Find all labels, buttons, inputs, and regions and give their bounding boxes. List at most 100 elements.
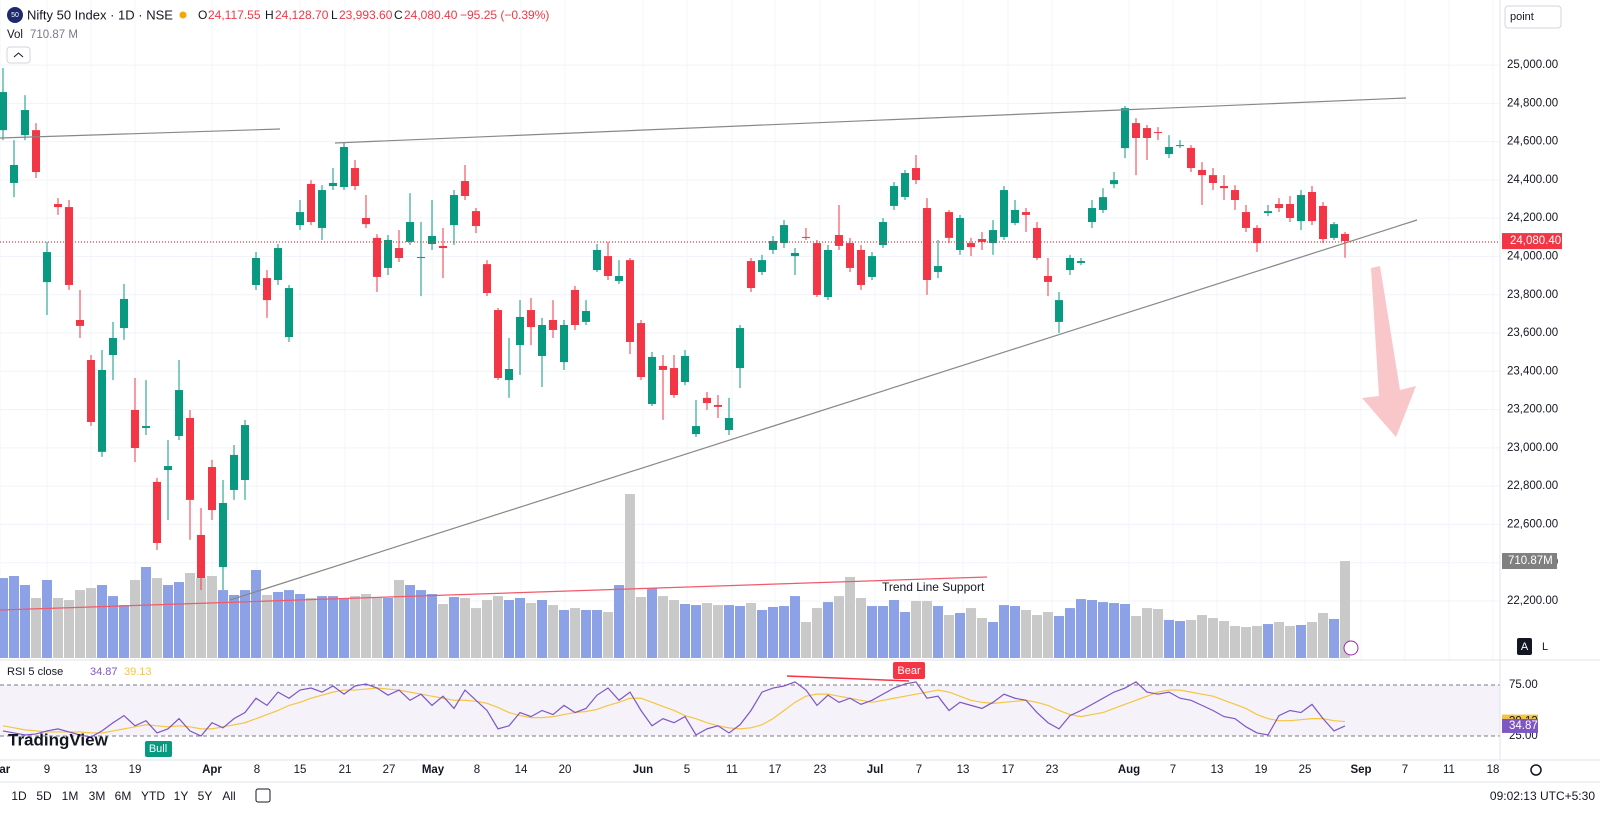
volume-bar bbox=[999, 605, 1009, 658]
log-button[interactable]: L bbox=[1542, 641, 1548, 653]
rsi-ma-line bbox=[2, 687, 1346, 734]
candle-body bbox=[967, 243, 975, 248]
volume-bar bbox=[1054, 615, 1064, 658]
range-button[interactable]: 6M bbox=[115, 789, 132, 803]
range-button[interactable]: 5Y bbox=[198, 789, 213, 803]
volume-bar bbox=[482, 600, 492, 658]
candle-body bbox=[615, 275, 623, 281]
ohlc-value: 23,993.60 bbox=[339, 8, 393, 22]
calendar-icon[interactable] bbox=[255, 788, 271, 803]
volume-bar bbox=[933, 606, 943, 658]
range-button[interactable]: YTD bbox=[141, 789, 165, 803]
symbol-title[interactable]: Nifty 50 Index · 1D · NSE bbox=[27, 7, 173, 22]
volume-bar bbox=[614, 585, 624, 658]
volume-bar bbox=[944, 615, 954, 658]
candle-body bbox=[703, 397, 711, 404]
candle-body bbox=[593, 249, 601, 271]
candle-body bbox=[945, 212, 953, 238]
bull-text: Bull bbox=[149, 743, 167, 755]
candle-body bbox=[956, 217, 964, 250]
volume-bar bbox=[801, 621, 811, 658]
y-tick-label: 23,600.00 bbox=[1507, 327, 1558, 339]
volume-bar bbox=[1164, 619, 1174, 658]
settings-icon[interactable] bbox=[1530, 764, 1542, 776]
candle-body bbox=[989, 230, 997, 244]
volume-bar bbox=[834, 596, 844, 658]
event-icon[interactable] bbox=[1343, 640, 1359, 656]
range-button[interactable]: 1D bbox=[11, 789, 27, 803]
x-tick-label: 13 bbox=[85, 764, 98, 776]
candle-body bbox=[1286, 204, 1294, 218]
y-tick-label: 24,400.00 bbox=[1507, 174, 1558, 186]
volume-bar bbox=[1263, 624, 1273, 658]
x-tick-label: 21 bbox=[339, 764, 352, 776]
candle-body bbox=[1066, 257, 1074, 271]
volume-bar bbox=[1120, 603, 1130, 658]
y-tick-label: 23,000.00 bbox=[1507, 442, 1558, 454]
candle-body bbox=[263, 278, 271, 301]
volume-bar bbox=[988, 621, 998, 658]
candle-body bbox=[769, 240, 777, 250]
y-tick-label: 25,000.00 bbox=[1507, 59, 1558, 71]
volume-bar bbox=[878, 606, 888, 658]
volume-bar bbox=[141, 567, 151, 658]
volume-bar bbox=[1098, 602, 1108, 658]
candle-body bbox=[901, 173, 909, 197]
candle-body bbox=[1121, 108, 1129, 149]
trend-line bbox=[0, 576, 988, 611]
volume-bar bbox=[427, 594, 437, 658]
volume-bar bbox=[515, 597, 525, 658]
volume-bar bbox=[108, 596, 118, 658]
candle-body bbox=[758, 260, 766, 272]
y-tick-label: 22,200.00 bbox=[1507, 595, 1558, 607]
volume-bar bbox=[1274, 621, 1284, 658]
candle-body bbox=[1275, 204, 1283, 209]
volume-bar bbox=[394, 579, 404, 658]
candle-body bbox=[1242, 212, 1250, 228]
x-tick-label: 23 bbox=[1046, 764, 1059, 776]
x-tick-label: Jul bbox=[867, 764, 884, 776]
volume-bar bbox=[1329, 618, 1339, 658]
y-tick-label: 24,800.00 bbox=[1507, 97, 1558, 109]
search-box[interactable] bbox=[1504, 5, 1562, 29]
toolbar: 1D 5D 1M 3M 6M YTD 1Y 5Y All bbox=[11, 789, 235, 803]
candle-body bbox=[1132, 123, 1140, 138]
range-button[interactable]: All bbox=[222, 789, 235, 803]
volume-bar bbox=[42, 579, 52, 658]
volume-bar bbox=[581, 609, 591, 658]
range-button[interactable]: 1M bbox=[62, 789, 79, 803]
down-arrow bbox=[1362, 266, 1416, 437]
volume-bar bbox=[1219, 621, 1229, 658]
auto-button[interactable] bbox=[1517, 638, 1532, 655]
range-button[interactable]: 1Y bbox=[174, 789, 189, 803]
volume-bar bbox=[0, 578, 8, 658]
range-button[interactable]: 5D bbox=[36, 789, 52, 803]
volume-bar bbox=[922, 600, 932, 658]
candle-body bbox=[978, 239, 986, 242]
candle-body bbox=[1022, 212, 1030, 215]
volume-bar bbox=[724, 605, 734, 658]
rsi-line bbox=[2, 681, 1346, 738]
volume-bar bbox=[416, 590, 426, 658]
candle-body bbox=[824, 249, 832, 298]
candle-body bbox=[43, 252, 51, 283]
x-tick-label: Aug bbox=[1118, 764, 1140, 776]
x-tick-label: 11 bbox=[726, 764, 738, 776]
candle-body bbox=[329, 182, 337, 187]
collapse-button[interactable] bbox=[6, 46, 31, 64]
x-tick-label: Jun bbox=[633, 764, 653, 776]
candle-body bbox=[197, 534, 205, 578]
range-button[interactable]: 3M bbox=[89, 789, 106, 803]
clock: 09:02:13 UTC+5:30 bbox=[1490, 789, 1595, 803]
volume-bar bbox=[900, 612, 910, 658]
rsi-tag bbox=[1502, 718, 1538, 733]
candle-body bbox=[439, 245, 447, 249]
volume-bar bbox=[251, 570, 261, 658]
candle-body bbox=[582, 311, 590, 322]
candle-body bbox=[351, 168, 359, 187]
x-tick-label: 19 bbox=[129, 764, 142, 776]
market-status[interactable] bbox=[179, 11, 187, 19]
ohlc-value: 24,117.55 bbox=[208, 8, 261, 22]
candle-body bbox=[472, 211, 480, 227]
